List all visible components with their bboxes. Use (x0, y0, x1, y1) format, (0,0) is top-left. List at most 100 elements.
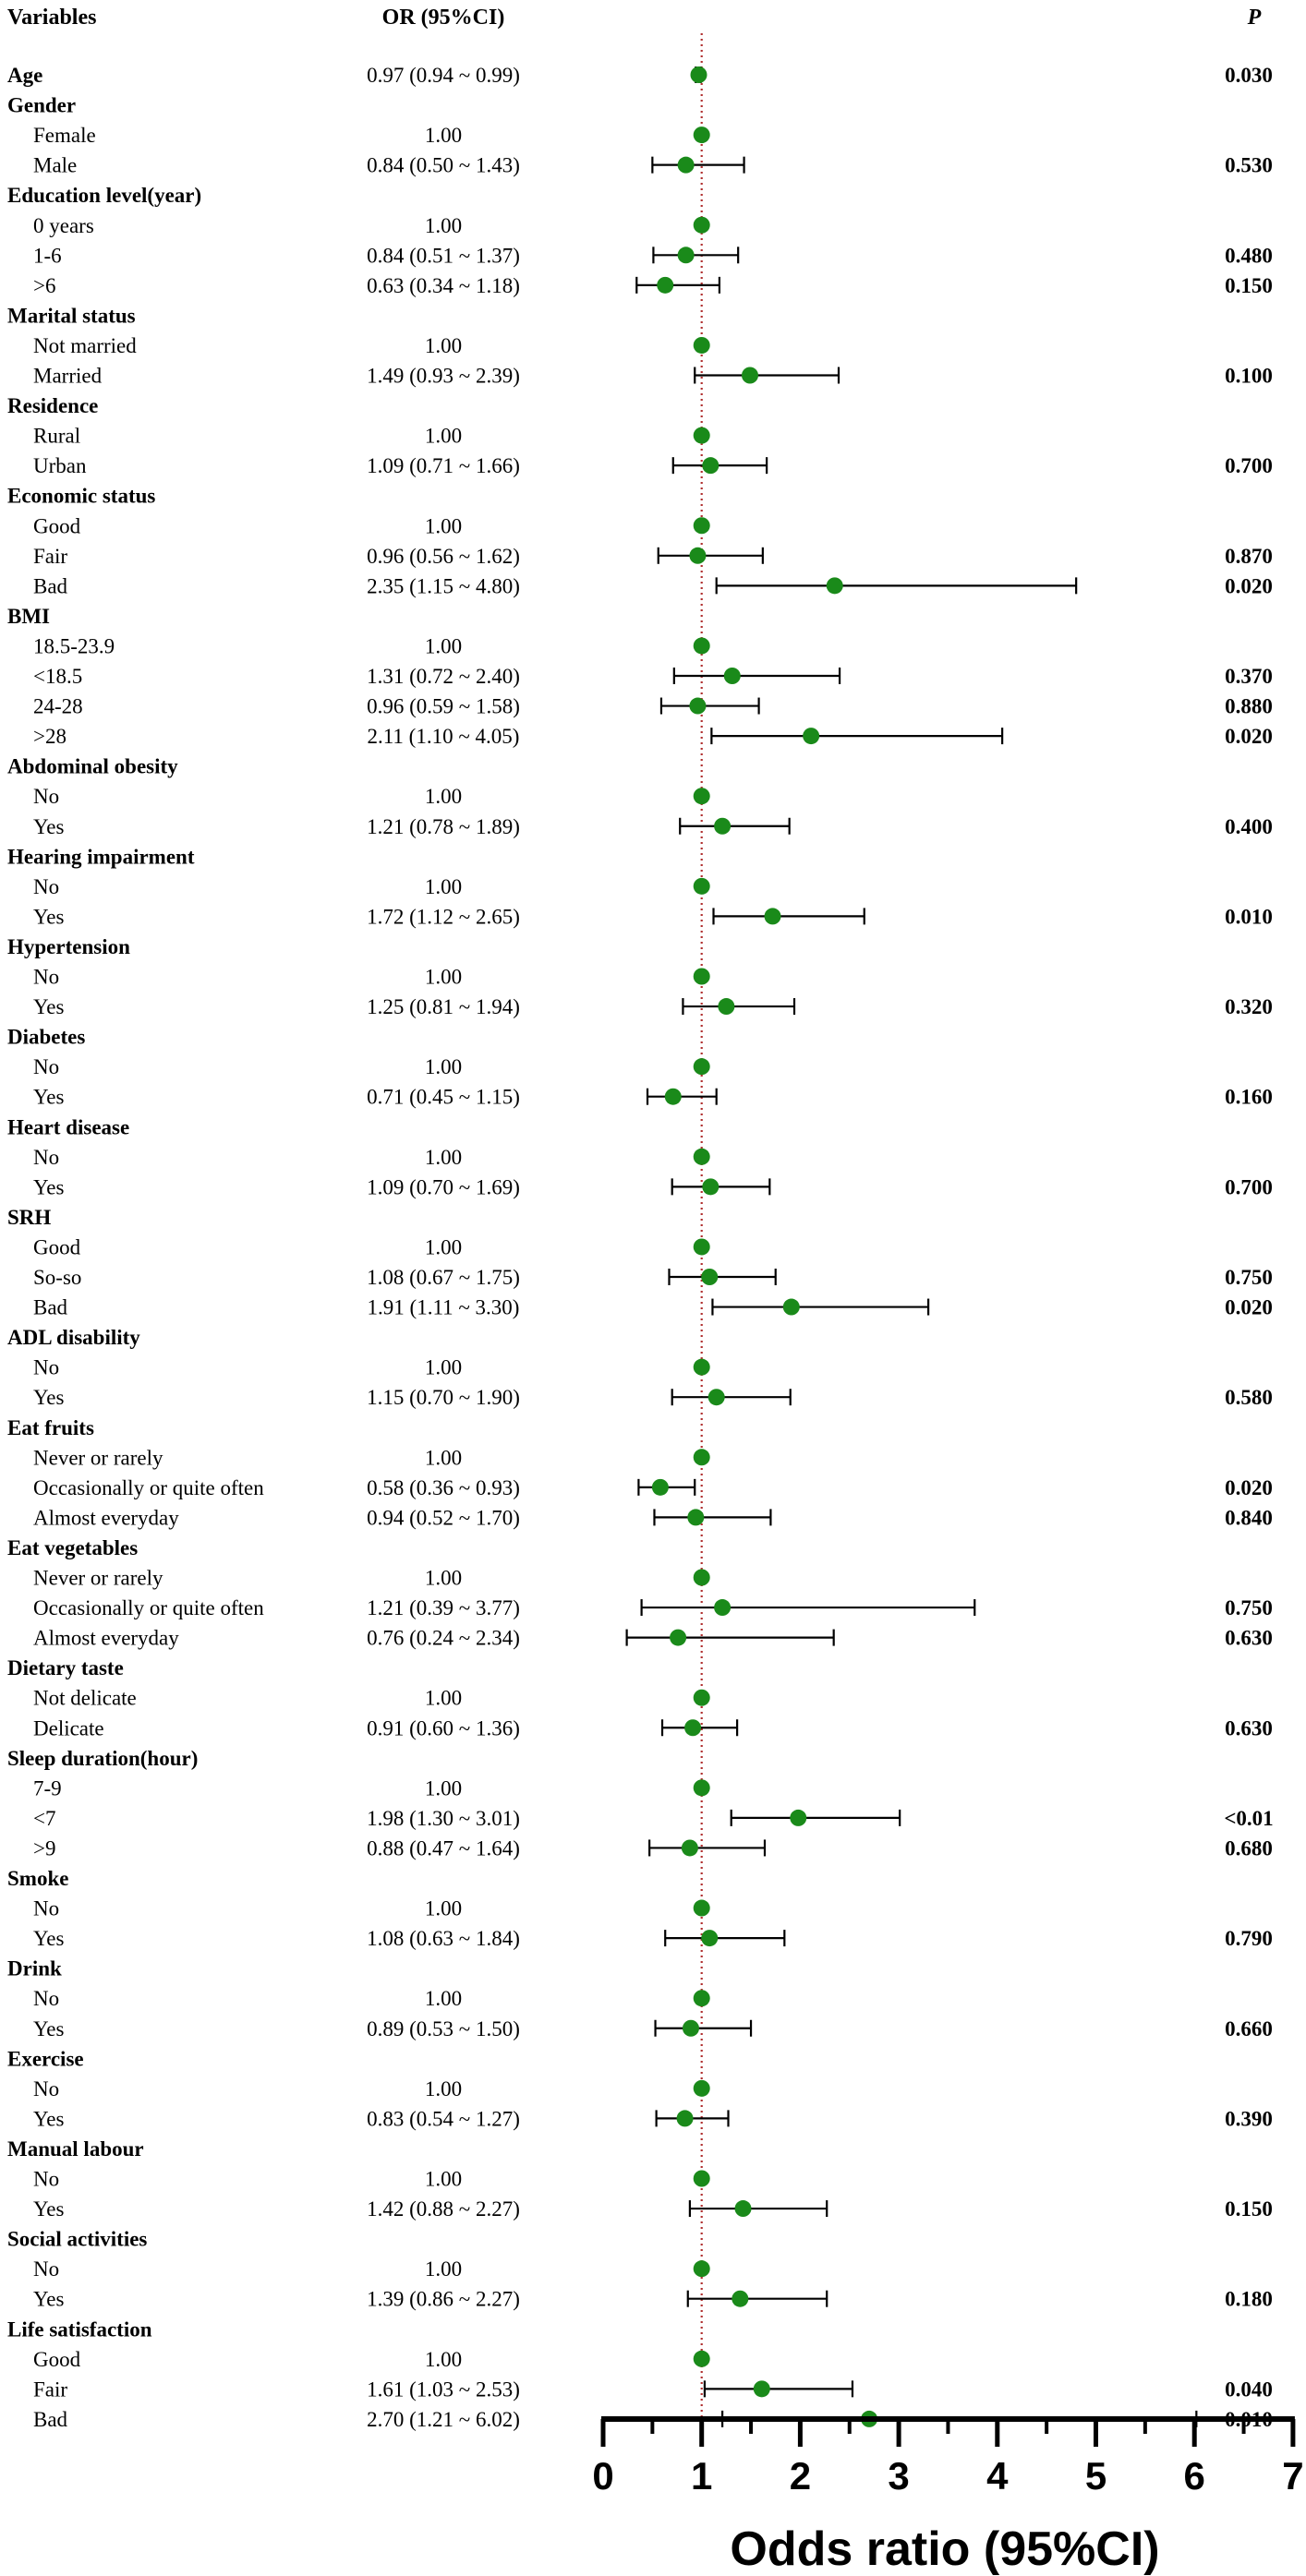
category-label: Social activities (7, 2228, 147, 2251)
level-label: Yes (33, 2197, 65, 2221)
level-label: Rural (33, 425, 80, 448)
or-point (693, 1148, 710, 1165)
level-label: Urban (33, 454, 87, 477)
p-value: 0.160 (1225, 1086, 1273, 1109)
or-ci-text: 0.84 (0.50 ~ 1.43) (367, 154, 520, 177)
category-label: Manual labour (7, 2137, 144, 2161)
or-ci-text: 1.00 (425, 214, 462, 237)
x-tick-label: 2 (790, 2454, 811, 2498)
or-ci-text: 1.61 (1.03 ~ 2.53) (367, 2377, 520, 2401)
or-point (693, 427, 710, 444)
category-label: Gender (7, 94, 76, 117)
or-point (693, 1449, 710, 1466)
or-ci-text: 0.96 (0.56 ~ 1.62) (367, 545, 520, 568)
or-point (684, 1719, 702, 1737)
category-label: Hearing impairment (7, 845, 195, 868)
p-value: 0.580 (1225, 1386, 1273, 1409)
or-point (701, 1269, 719, 1285)
or-ci-text: 0.94 (0.52 ~ 1.70) (367, 1506, 520, 1529)
rows-layer: Age 0.97 (0.94 ~ 0.99) 0.030 Gender Female 1.… (7, 33, 1274, 2431)
or-ci-text: 1.09 (0.70 ~ 1.69) (367, 1175, 520, 1198)
level-label: >28 (33, 725, 67, 748)
level-label: 0 years (33, 214, 94, 237)
or-ci-text: 1.00 (425, 1235, 462, 1258)
level-label: >6 (33, 274, 55, 297)
or-ci-text: 1.08 (0.67 ~ 1.75) (367, 1266, 520, 1289)
p-value: 0.390 (1225, 2107, 1273, 2130)
or-ci-text: 1.00 (425, 1446, 462, 1469)
or-ci-text: 0.83 (0.54 ~ 1.27) (367, 2107, 520, 2130)
category-label: Education level(year) (7, 184, 201, 207)
level-label: Fair (33, 545, 67, 568)
level-label: Delicate (33, 1716, 104, 1739)
level-label: Good (33, 514, 81, 537)
p-value: 0.150 (1225, 274, 1273, 297)
or-point (687, 1509, 705, 1526)
or-ci-text: 0.91 (0.60 ~ 1.36) (367, 1716, 520, 1739)
or-point (664, 1088, 682, 1105)
or-point (693, 1358, 710, 1376)
or-ci-text: 1.00 (425, 1356, 462, 1379)
level-label: Bad (33, 1296, 68, 1319)
p-value: 0.750 (1225, 1596, 1273, 1619)
p-value: 0.630 (1225, 1627, 1273, 1650)
or-point (693, 1899, 710, 1917)
level-label: Occasionally or quite often (33, 1476, 264, 1499)
or-ci-text: 1.00 (425, 1146, 462, 1169)
level-label: Almost everyday (33, 1627, 179, 1650)
p-value: 0.020 (1225, 725, 1273, 748)
or-ci-text: 2.35 (1.15 ~ 4.80) (367, 574, 520, 597)
p-value: 0.040 (1225, 2377, 1273, 2401)
category-label: SRH (7, 1206, 51, 1229)
level-label: No (33, 2168, 59, 2191)
level-label: Bad (33, 574, 68, 597)
or-ci-text: 1.00 (425, 334, 462, 357)
or-point (689, 697, 707, 715)
level-label: Fair (33, 2377, 67, 2401)
or-ci-text: 1.00 (425, 1897, 462, 1920)
or-point (723, 668, 741, 684)
or-point (657, 276, 674, 294)
level-label: <7 (33, 1807, 55, 1830)
level-label: 7-9 (33, 1776, 62, 1800)
or-ci-text: 0.63 (0.34 ~ 1.18) (367, 274, 520, 297)
or-ci-text: 1.00 (425, 634, 462, 657)
category-label: Abdominal obesity (7, 755, 178, 778)
or-ci-text: 2.11 (1.10 ~ 4.05) (368, 725, 520, 748)
level-label: No (33, 1987, 59, 2010)
level-label: 24-28 (33, 695, 83, 718)
category-label: BMI (7, 605, 50, 628)
p-value: 0.660 (1225, 2017, 1273, 2040)
or-ci-text: 1.49 (0.93 ~ 2.39) (367, 365, 520, 388)
or-ci-text: 1.98 (1.30 ~ 3.01) (367, 1807, 520, 1830)
x-axis-title: Odds ratio (95%CI) (730, 2522, 1159, 2576)
p-value: 0.680 (1225, 1836, 1273, 1860)
or-ci-text: 0.71 (0.45 ~ 1.15) (367, 1086, 520, 1109)
or-point (790, 1809, 807, 1826)
level-label: Yes (33, 995, 65, 1018)
p-value: 0.880 (1225, 695, 1273, 718)
level-label: Not married (33, 334, 137, 357)
p-value: 0.020 (1225, 1296, 1273, 1319)
or-point (734, 2200, 752, 2218)
or-point (714, 1599, 732, 1617)
or-point (693, 1689, 710, 1706)
or-point (693, 2260, 710, 2278)
or-point (707, 1389, 725, 1406)
or-point (693, 2079, 710, 2097)
or-ci-text: 1.00 (425, 966, 462, 989)
level-label: >9 (33, 1836, 55, 1860)
or-ci-text: 1.00 (425, 2168, 462, 2191)
or-point (693, 1238, 710, 1256)
category-label: Marital status (7, 304, 136, 327)
or-ci-text: 1.00 (425, 785, 462, 808)
p-value: 0.100 (1225, 365, 1273, 388)
x-tick-label: 6 (1184, 2454, 1205, 2498)
or-ci-text: 1.00 (425, 1055, 462, 1078)
p-value: 0.370 (1225, 665, 1273, 688)
or-ci-text: 1.42 (0.88 ~ 2.27) (367, 2197, 520, 2221)
or-ci-text: 0.96 (0.59 ~ 1.58) (367, 695, 520, 718)
or-point (677, 156, 695, 174)
level-label: Yes (33, 815, 65, 838)
